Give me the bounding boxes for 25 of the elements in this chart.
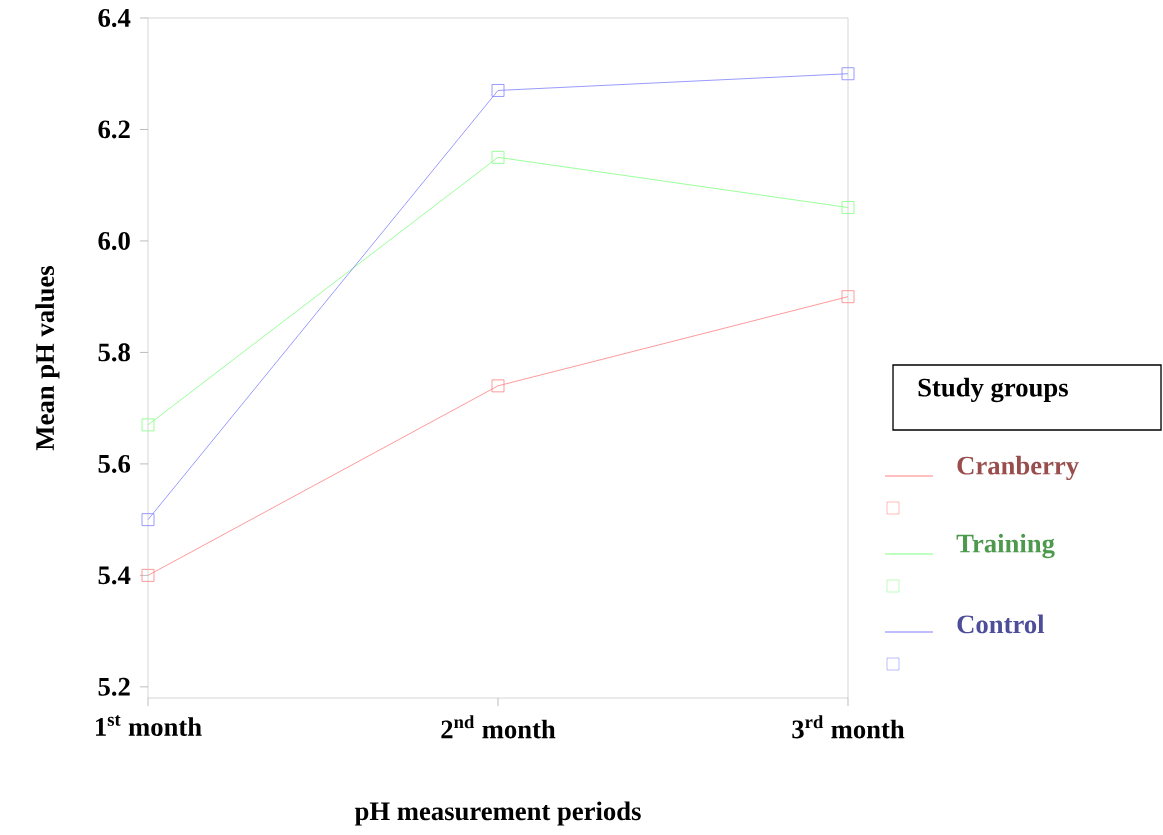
y-tick-label: 6.0: [98, 232, 130, 251]
y-tick-label: 6.2: [98, 120, 130, 139]
legend-label: Cranberry: [957, 456, 1079, 481]
x-tick-label: 1$^{st}$ month: [96, 715, 202, 737]
y-tick-label: 5.2: [98, 678, 130, 697]
x-tick-label: 2$^{nd}$ month: [441, 715, 556, 739]
y-tick-label: 6.4: [98, 9, 131, 28]
y-tick-label: 5.6: [98, 455, 131, 474]
y-axis-title: Mean pH values: [35, 266, 60, 451]
legend-title: Study groups: [918, 378, 1068, 403]
point: [491, 151, 505, 164]
x-tick-label: 3$^{rd}$ month: [792, 715, 905, 739]
point: [141, 418, 155, 432]
point: [141, 569, 155, 583]
legend-label: Control: [957, 614, 1045, 634]
point: [491, 84, 505, 98]
y-tick-label: 5.4: [98, 566, 131, 585]
point: [841, 201, 855, 215]
point: [841, 290, 855, 304]
point: [141, 513, 155, 527]
point: [841, 67, 855, 81]
legend-label: Training: [956, 534, 1055, 559]
x-axis-title: pH measurement periods: [354, 801, 641, 826]
point: [491, 379, 505, 393]
y-tick-label: 5.8: [98, 343, 130, 362]
